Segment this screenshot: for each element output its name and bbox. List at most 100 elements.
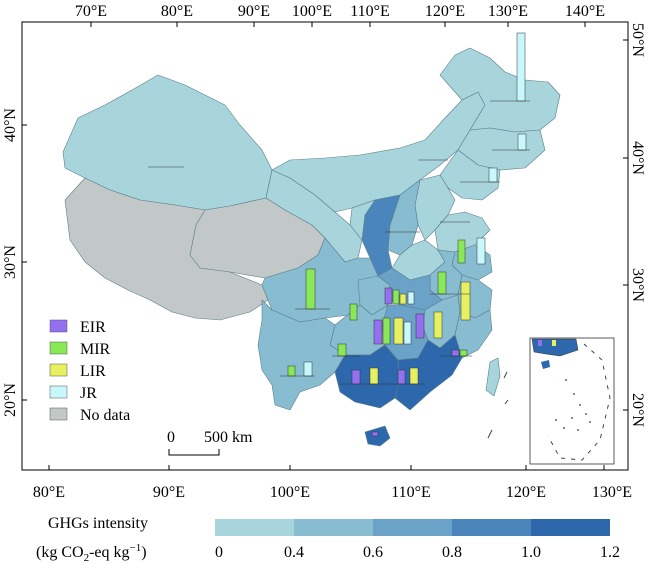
bottom-tick-label: 110°E — [391, 484, 431, 501]
inset-frame — [529, 337, 615, 465]
colorbar-tick-label: 1.0 — [521, 544, 541, 561]
right-tick-label: 20°N — [629, 393, 646, 427]
legend-swatch-mir — [49, 341, 68, 355]
colorbar-title: GHGs intensity — [48, 515, 148, 532]
colorbar-tick-label: 0 — [215, 544, 223, 561]
region-taiwan — [485, 357, 501, 397]
colorbar-tick-label: 0.4 — [284, 544, 304, 561]
legend: EIR MIR LIR JR No data — [49, 319, 130, 424]
bar-jr-heilongjiang — [516, 32, 526, 102]
bottom-tick-label: 100°E — [270, 484, 310, 501]
bar-mir-sichuan — [305, 268, 316, 310]
left-tick-label: 40°N — [2, 108, 19, 142]
bottom-tick-label: 80°E — [33, 484, 65, 501]
region-ningxia — [349, 199, 376, 241]
legend-label-no-data: No data — [80, 407, 130, 424]
bar-lir-anhui — [460, 281, 471, 321]
scale-bar: 0 500 km — [167, 429, 253, 456]
colorbar-segment — [373, 519, 452, 536]
bottom-tick-label: 90°E — [153, 484, 185, 501]
bar-eir-jiangxi — [415, 313, 425, 339]
bar-jr-jilin — [517, 133, 527, 151]
top-tick-label: 110°E — [350, 3, 390, 20]
top-tick-label: 120°E — [425, 3, 465, 20]
bars — [287, 32, 527, 437]
bar-mir-fujian — [459, 349, 468, 357]
legend-swatch-lir — [49, 363, 68, 377]
top-tick-label: 130°E — [488, 3, 528, 20]
bar-mir-hunan — [382, 317, 391, 345]
legend-label-jr: JR — [80, 385, 97, 402]
islands-east — [487, 371, 509, 439]
colorbar-tick-label: 0.8 — [442, 544, 462, 561]
bar-jr-shandong — [476, 237, 486, 265]
bar-eir-hunan — [373, 319, 383, 345]
bar-eir-hubei — [384, 287, 393, 305]
region-guangdong — [394, 334, 463, 411]
colorbar-tick-label: 1.2 — [600, 544, 620, 561]
bar-mir-yunnan — [287, 365, 296, 377]
bar-mir-shandong — [457, 239, 466, 264]
legend-label-mir: MIR — [80, 341, 111, 358]
left-tick-label: 30°N — [2, 245, 19, 279]
provinces — [62, 47, 561, 447]
bar-jr-hunan — [403, 321, 412, 345]
bar-jr-hubei — [407, 291, 415, 305]
bottom-tick-label: 130°E — [592, 484, 632, 501]
bar-eir-guangdong — [397, 369, 406, 385]
inset-bar-eir — [538, 340, 542, 346]
legend-swatch-eir — [49, 319, 68, 333]
bar-jr-liaoning — [488, 167, 498, 183]
colorbar-segment — [452, 519, 531, 536]
bar-jr-yunnan — [303, 361, 313, 377]
top-tick-label: 90°E — [238, 3, 270, 20]
legend-label-lir: LIR — [80, 363, 106, 380]
colorbar: GHGs intensity (kg CO2-eq kg−1) 0 0.4 0.… — [36, 515, 620, 563]
top-tick-label: 140°E — [565, 3, 605, 20]
top-tick-label: 100°E — [292, 3, 332, 20]
legend-swatch-jr — [49, 385, 68, 399]
colorbar-segment — [531, 519, 610, 536]
bar-eir-fujian — [451, 349, 460, 357]
scale-bar-line — [168, 449, 220, 456]
top-tick-labels: 70°E 80°E 90°E 100°E 110°E 120°E 130°E 1… — [75, 3, 605, 20]
scale-bar-start-label: 0 — [167, 429, 175, 446]
right-tick-label: 40°N — [629, 141, 646, 175]
colorbar-segment — [294, 519, 373, 536]
bar-eir-guangxi — [351, 369, 361, 385]
inset-coast — [531, 338, 579, 357]
colorbar-segment — [215, 519, 294, 536]
bar-lir-jiangxi — [433, 311, 443, 339]
inset-south-china-sea — [529, 337, 615, 465]
region-yunnan — [257, 299, 346, 411]
legend-label-eir: EIR — [80, 319, 106, 336]
bar-eir-hainan — [371, 431, 379, 437]
bar-lir-hubei — [399, 293, 407, 305]
top-tick-label: 80°E — [161, 3, 193, 20]
left-tick-labels: 40°N 30°N 20°N — [2, 108, 19, 417]
bar-baselines — [148, 100, 530, 385]
bar-mir-chongqing — [349, 303, 358, 321]
scale-bar-end-label: 500 km — [204, 429, 253, 446]
top-tick-label: 70°E — [75, 3, 107, 20]
region-heilongjiang — [439, 47, 561, 133]
right-tick-label: 30°N — [629, 268, 646, 302]
colorbar-tick-label: 0.6 — [363, 544, 383, 561]
bar-mir-hubei — [392, 289, 400, 305]
inset-islands — [555, 379, 591, 431]
axis-ticks — [22, 22, 628, 470]
bar-mir-guizhou — [337, 343, 347, 357]
bar-lir-hunan — [393, 317, 404, 345]
bar-lir-guangdong — [409, 367, 419, 385]
legend-swatch-no-data — [49, 407, 68, 421]
inset-bar-lir — [552, 340, 556, 346]
bottom-tick-label: 120°E — [506, 484, 546, 501]
colorbar-unit: (kg CO2-eq kg−1) — [36, 542, 147, 563]
inset-hainan — [541, 360, 550, 369]
bar-mir-henan — [437, 271, 447, 295]
left-tick-label: 20°N — [2, 383, 19, 417]
right-tick-label: 50°N — [629, 23, 646, 57]
bottom-tick-labels: 80°E 90°E 100°E 110°E 120°E 130°E — [33, 484, 632, 501]
